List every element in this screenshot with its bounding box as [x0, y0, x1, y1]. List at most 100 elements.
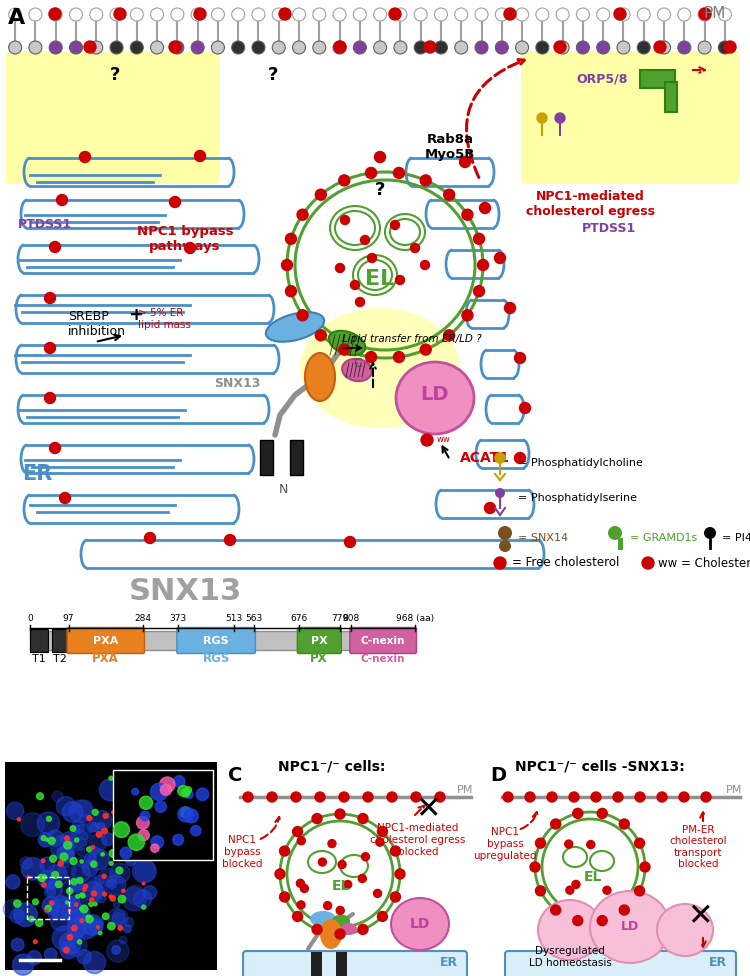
Circle shape	[76, 800, 93, 817]
Circle shape	[292, 827, 302, 836]
Circle shape	[112, 910, 128, 925]
Circle shape	[232, 8, 244, 21]
Text: 779: 779	[332, 614, 349, 623]
Circle shape	[698, 41, 711, 54]
Text: D: D	[490, 766, 506, 785]
Circle shape	[27, 875, 30, 878]
Circle shape	[103, 892, 106, 896]
Circle shape	[394, 351, 404, 362]
Circle shape	[17, 818, 20, 821]
Circle shape	[44, 392, 56, 403]
Circle shape	[110, 41, 123, 54]
Circle shape	[85, 852, 96, 864]
Circle shape	[391, 892, 400, 902]
Circle shape	[80, 900, 87, 907]
Circle shape	[109, 776, 113, 780]
Circle shape	[495, 488, 505, 498]
Circle shape	[92, 809, 98, 815]
Circle shape	[72, 821, 85, 834]
Circle shape	[13, 900, 21, 907]
Circle shape	[128, 834, 145, 850]
Circle shape	[138, 830, 149, 840]
Circle shape	[87, 822, 98, 833]
Circle shape	[122, 887, 146, 911]
Circle shape	[358, 874, 366, 882]
Circle shape	[50, 865, 66, 880]
Circle shape	[434, 8, 448, 21]
Circle shape	[105, 875, 126, 896]
Circle shape	[267, 792, 277, 802]
Circle shape	[617, 8, 630, 21]
Circle shape	[44, 886, 56, 898]
Circle shape	[48, 879, 58, 889]
Circle shape	[297, 901, 305, 909]
Circle shape	[591, 792, 601, 802]
Circle shape	[136, 817, 149, 829]
Circle shape	[123, 924, 131, 933]
Circle shape	[292, 41, 305, 54]
Text: EL: EL	[365, 269, 394, 289]
Circle shape	[435, 792, 445, 802]
Text: PM: PM	[457, 785, 473, 795]
Circle shape	[6, 874, 20, 889]
Circle shape	[194, 150, 206, 161]
Circle shape	[115, 809, 121, 815]
Text: 0: 0	[27, 614, 33, 623]
Circle shape	[151, 784, 168, 800]
Ellipse shape	[332, 915, 350, 927]
Circle shape	[181, 807, 191, 818]
Circle shape	[657, 792, 667, 802]
Text: Dysregulated
LD homeostasis: Dysregulated LD homeostasis	[529, 946, 611, 968]
Circle shape	[335, 264, 344, 272]
Circle shape	[658, 41, 670, 54]
Circle shape	[72, 907, 81, 915]
Circle shape	[46, 816, 52, 821]
Circle shape	[98, 823, 105, 830]
Circle shape	[184, 242, 196, 254]
Text: C-nexin: C-nexin	[361, 654, 405, 664]
Circle shape	[44, 343, 56, 353]
Circle shape	[171, 8, 184, 21]
Circle shape	[50, 855, 56, 862]
Circle shape	[112, 946, 121, 955]
Ellipse shape	[320, 919, 342, 949]
Circle shape	[420, 175, 431, 185]
Circle shape	[572, 880, 580, 888]
Circle shape	[80, 907, 83, 911]
Circle shape	[21, 813, 44, 836]
Circle shape	[573, 915, 583, 925]
Text: = PI4P: = PI4P	[722, 533, 750, 543]
Circle shape	[45, 838, 49, 841]
Circle shape	[142, 882, 145, 885]
Circle shape	[77, 940, 82, 944]
Text: = Phosphatidylcholine: = Phosphatidylcholine	[518, 458, 643, 468]
Circle shape	[98, 919, 104, 925]
Circle shape	[122, 889, 125, 892]
Text: 808: 808	[343, 614, 360, 623]
Circle shape	[494, 557, 506, 569]
Bar	[640, 70, 675, 88]
Circle shape	[113, 822, 129, 837]
Ellipse shape	[657, 904, 713, 956]
Text: ✕: ✕	[416, 795, 441, 825]
Circle shape	[312, 924, 322, 934]
Circle shape	[86, 915, 90, 919]
Text: ER: ER	[709, 956, 727, 969]
FancyBboxPatch shape	[67, 628, 145, 654]
Circle shape	[698, 8, 711, 21]
Text: 563: 563	[245, 614, 262, 623]
Circle shape	[77, 950, 92, 964]
Circle shape	[112, 811, 115, 814]
Bar	[5, 762, 217, 970]
Circle shape	[556, 8, 569, 21]
Circle shape	[48, 910, 58, 919]
Text: ?: ?	[268, 66, 278, 84]
Circle shape	[391, 221, 400, 229]
Circle shape	[29, 41, 42, 54]
Circle shape	[358, 814, 368, 824]
Circle shape	[94, 875, 104, 885]
Circle shape	[36, 919, 43, 926]
Circle shape	[102, 874, 106, 878]
Circle shape	[530, 862, 540, 872]
Circle shape	[654, 41, 666, 53]
